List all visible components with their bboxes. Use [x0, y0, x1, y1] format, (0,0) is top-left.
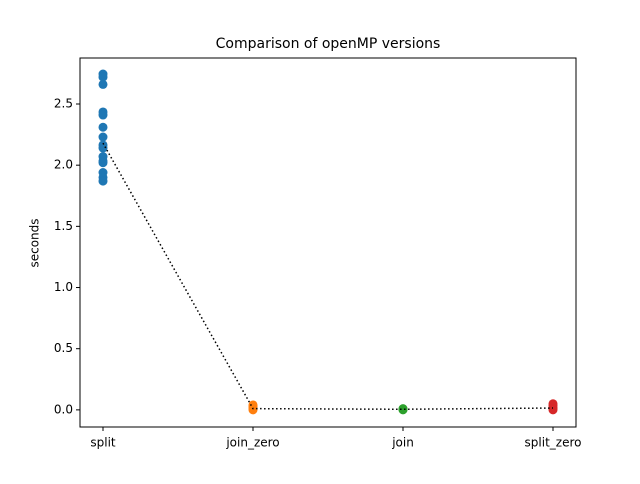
y-tick-label: 1.5: [54, 219, 73, 233]
x-tick-label: split: [90, 436, 116, 450]
y-tick-label: 0.5: [54, 341, 73, 355]
y-tick-label: 2.0: [54, 158, 73, 172]
y-tick-label: 0.0: [54, 402, 73, 416]
x-tick-label: join: [391, 436, 414, 450]
point: [98, 72, 108, 82]
x-tick-label: join_zero: [225, 436, 279, 450]
plot-frame: [79, 57, 577, 428]
point: [98, 110, 108, 120]
y-tick-label: 1.0: [54, 280, 73, 294]
point: [98, 122, 108, 132]
point: [98, 143, 108, 153]
point: [98, 176, 108, 186]
y-axis-label: seconds: [28, 218, 42, 267]
point: [98, 132, 108, 142]
point: [98, 158, 108, 168]
point: [548, 405, 558, 415]
chart-title: Comparison of openMP versions: [216, 36, 441, 52]
point: [98, 79, 108, 89]
x-tick-label: split_zero: [525, 436, 582, 450]
point: [398, 405, 408, 415]
point: [248, 405, 258, 415]
y-tick-label: 2.5: [54, 97, 73, 111]
mean-line: [102, 142, 554, 411]
